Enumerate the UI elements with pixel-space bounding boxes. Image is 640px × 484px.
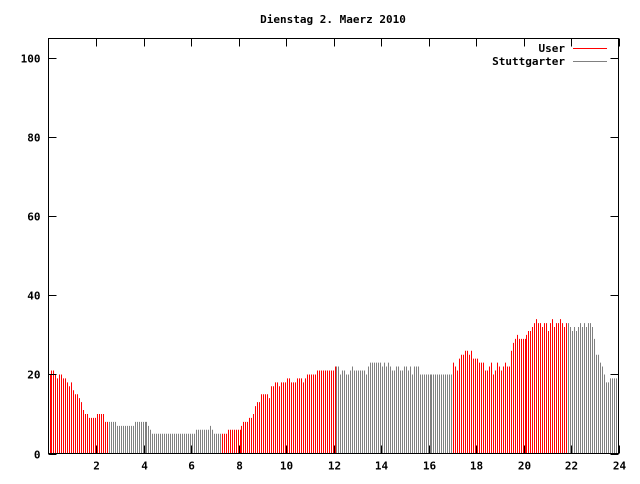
chart-title: Dienstag 2. Maerz 2010 <box>260 13 406 26</box>
x-tick-label: 10 <box>280 460 293 473</box>
legend-label-stuttgarter: Stuttgarter <box>492 55 565 68</box>
x-tick-label: 16 <box>423 460 437 473</box>
bars <box>50 319 619 454</box>
x-tick-label: 18 <box>470 460 483 473</box>
y-tick-label: 100 <box>21 53 41 66</box>
legend-label-user: User <box>539 42 566 55</box>
x-tick-label: 24 <box>613 460 627 473</box>
y-tick-label: 0 <box>34 449 41 462</box>
x-tick-label: 6 <box>188 460 195 473</box>
x-tick-label: 2 <box>93 460 100 473</box>
y-tick-label: 60 <box>27 211 40 224</box>
x-tick-label: 22 <box>565 460 578 473</box>
x-tick-label: 12 <box>328 460 341 473</box>
plot-border <box>48 38 619 454</box>
x-tick-label: 4 <box>141 460 148 473</box>
y-tick-label: 80 <box>27 132 40 145</box>
x-tick-label: 14 <box>375 460 389 473</box>
legend: User Stuttgarter <box>492 42 607 68</box>
x-tick-label: 8 <box>236 460 243 473</box>
y-tick-label: 20 <box>27 369 40 382</box>
y-tick-label: 40 <box>27 290 40 303</box>
x-tick-label: 20 <box>518 460 531 473</box>
